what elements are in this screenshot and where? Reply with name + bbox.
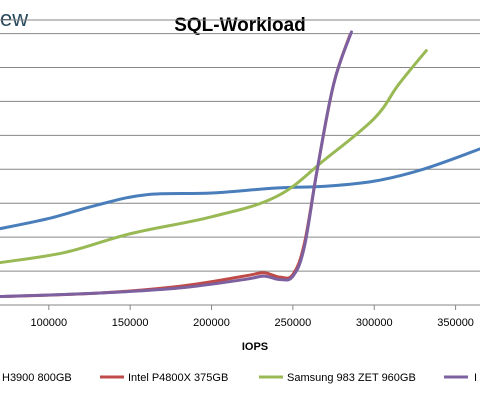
chart-title: SQL-Workload [174, 15, 306, 36]
x-tick-label: 300000 [356, 317, 393, 329]
logo-text: ew [0, 6, 28, 31]
series-line-2 [0, 33, 352, 299]
x-tick-label: 350000 [437, 317, 474, 329]
x-tick-label: 150000 [112, 317, 149, 329]
legend: H3900 800GB Intel P4800X 375GB Samsung 983… [2, 372, 477, 384]
series-line-3 [0, 49, 428, 265]
x-tick-label: 100000 [30, 317, 67, 329]
x-tick-label: 200000 [193, 317, 230, 329]
x-tick-labels: 100000 150000 200000 250000 300000 350000 [30, 305, 474, 329]
series-line-4 [0, 30, 353, 299]
x-axis-label: IOPS [242, 341, 268, 353]
series-lines [0, 30, 480, 299]
gridlines [0, 33, 480, 272]
legend-label-2: Intel P4800X 375GB [128, 372, 228, 384]
series-line-1 [0, 147, 480, 231]
x-tick-label: 250000 [275, 317, 312, 329]
legend-label-4: I [474, 372, 477, 384]
legend-label-1: H3900 800GB [2, 372, 72, 384]
legend-label-3: Samsung 983 ZET 960GB [287, 372, 416, 384]
